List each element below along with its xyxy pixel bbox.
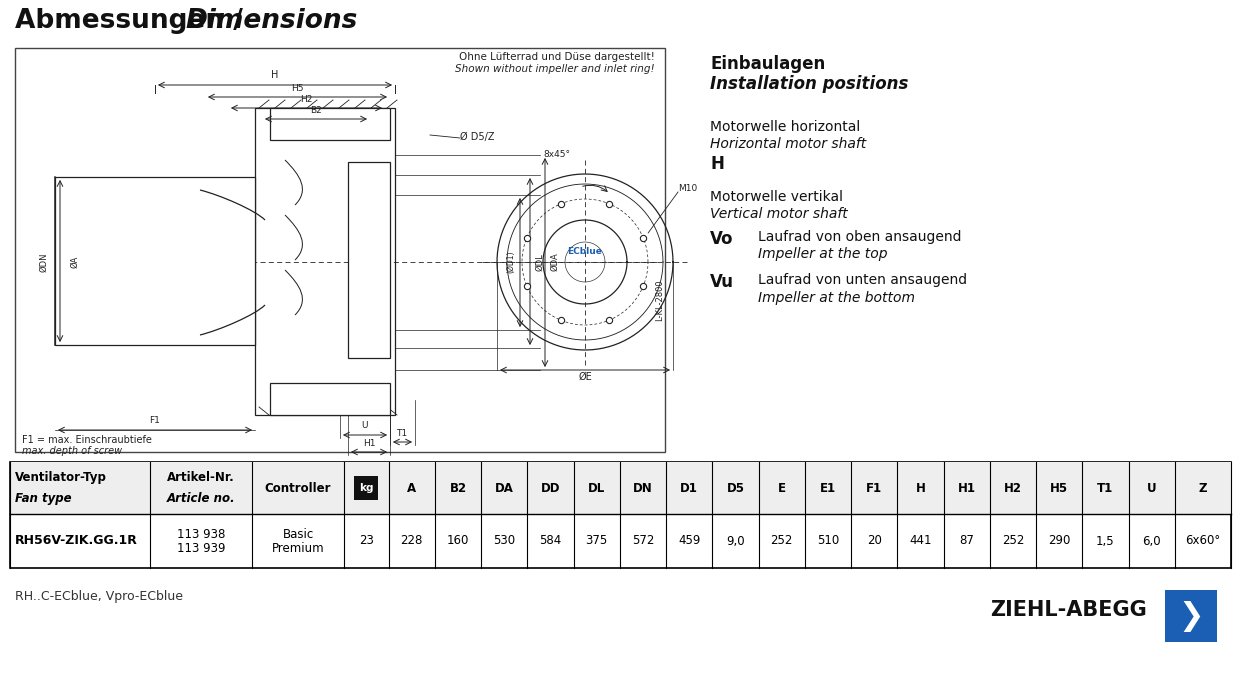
- Text: ØDL: ØDL: [535, 253, 544, 271]
- Bar: [15, 48, 665, 452]
- Text: ØE: ØE: [578, 372, 592, 382]
- Text: Motorwelle vertikal: Motorwelle vertikal: [710, 190, 843, 204]
- Text: Vertical motor shaft: Vertical motor shaft: [710, 207, 848, 221]
- Bar: [271, 383, 390, 415]
- Text: RH..C-ECblue, Vpro-ECblue: RH..C-ECblue, Vpro-ECblue: [15, 590, 182, 603]
- Text: Basic: Basic: [283, 528, 314, 541]
- Text: 441: 441: [910, 534, 932, 547]
- Text: H2: H2: [1004, 481, 1021, 495]
- Bar: [271, 108, 390, 140]
- Text: 252: 252: [1001, 534, 1024, 547]
- Text: H: H: [710, 155, 724, 173]
- Text: 8x45°: 8x45°: [544, 150, 570, 159]
- Text: Vo: Vo: [710, 230, 733, 248]
- Text: 375: 375: [586, 534, 608, 547]
- Text: E: E: [778, 481, 786, 495]
- Text: H5: H5: [290, 84, 303, 93]
- Text: H: H: [916, 481, 926, 495]
- Text: DN: DN: [633, 481, 653, 495]
- Text: 113 938: 113 938: [177, 528, 226, 541]
- Text: ØDN: ØDN: [38, 252, 48, 272]
- Text: 160: 160: [447, 534, 469, 547]
- Text: 459: 459: [678, 534, 700, 547]
- Text: 87: 87: [959, 534, 974, 547]
- Text: H1: H1: [958, 481, 975, 495]
- Text: 228: 228: [401, 534, 423, 547]
- Text: 6x60°: 6x60°: [1185, 534, 1220, 547]
- Text: Dimensions: Dimensions: [185, 8, 357, 34]
- Text: A: A: [407, 481, 416, 495]
- Text: F1 = max. Einschraubtiefe: F1 = max. Einschraubtiefe: [22, 435, 151, 445]
- Text: 584: 584: [540, 534, 562, 547]
- Text: Article no.: Article no.: [166, 492, 236, 505]
- Text: Artikel-Nr.: Artikel-Nr.: [168, 471, 235, 484]
- Text: D1: D1: [680, 481, 699, 495]
- Text: Impeller at the top: Impeller at the top: [758, 247, 887, 261]
- Text: Ø D5/Z: Ø D5/Z: [460, 132, 494, 142]
- Text: kg: kg: [359, 483, 374, 493]
- Text: 20: 20: [866, 534, 881, 547]
- Text: Ventilator-Typ: Ventilator-Typ: [15, 471, 107, 484]
- Bar: [347, 162, 390, 358]
- Text: M10: M10: [678, 184, 697, 193]
- Text: Installation positions: Installation positions: [710, 75, 908, 93]
- Text: Motorwelle horizontal: Motorwelle horizontal: [710, 120, 860, 134]
- Text: Laufrad von oben ansaugend: Laufrad von oben ansaugend: [758, 230, 962, 244]
- Text: 113 939: 113 939: [177, 541, 226, 555]
- Text: Vu: Vu: [710, 273, 733, 291]
- Text: Shown without impeller and inlet ring!: Shown without impeller and inlet ring!: [455, 64, 655, 74]
- Text: B2: B2: [449, 481, 467, 495]
- Text: H2: H2: [300, 95, 313, 104]
- Text: DD: DD: [541, 481, 560, 495]
- Text: ZIEHL-ABEGG: ZIEHL-ABEGG: [990, 600, 1147, 620]
- Bar: [55, 177, 254, 345]
- Text: 290: 290: [1047, 534, 1070, 547]
- Text: ECblue: ECblue: [567, 247, 602, 257]
- Text: F1: F1: [866, 481, 882, 495]
- Text: T1: T1: [1097, 481, 1113, 495]
- Text: H: H: [272, 70, 279, 80]
- Text: ❯: ❯: [1178, 601, 1204, 632]
- Text: (ØD1): (ØD1): [506, 251, 515, 273]
- Text: Abmessungen /: Abmessungen /: [15, 8, 252, 34]
- Text: Horizontal motor shaft: Horizontal motor shaft: [710, 137, 866, 151]
- Bar: [354, 476, 379, 500]
- Text: Ohne Lüfterrad und Düse dargestellt!: Ohne Lüfterrad und Düse dargestellt!: [459, 52, 655, 62]
- Text: 572: 572: [632, 534, 654, 547]
- Text: E1: E1: [820, 481, 836, 495]
- Text: 530: 530: [493, 534, 515, 547]
- Text: 1,5: 1,5: [1096, 534, 1114, 547]
- Text: F1: F1: [150, 416, 160, 425]
- Text: L-KL-2800: L-KL-2800: [655, 279, 664, 321]
- Text: Z: Z: [1199, 481, 1207, 495]
- Text: Laufrad von unten ansaugend: Laufrad von unten ansaugend: [758, 273, 967, 287]
- Text: 23: 23: [359, 534, 374, 547]
- Text: max. depth of screw: max. depth of screw: [22, 446, 122, 456]
- Text: U: U: [361, 421, 369, 430]
- Text: ØA: ØA: [69, 256, 79, 268]
- Bar: [10, 462, 1231, 568]
- Text: Controller: Controller: [264, 481, 331, 495]
- Bar: [254, 108, 395, 415]
- Text: H5: H5: [1050, 481, 1069, 495]
- Text: 510: 510: [817, 534, 839, 547]
- Text: Einbaulagen: Einbaulagen: [710, 55, 825, 73]
- Text: B2: B2: [310, 106, 321, 115]
- Text: Fan type: Fan type: [15, 492, 72, 505]
- Bar: [1165, 590, 1217, 642]
- Text: Premium: Premium: [272, 541, 324, 555]
- Text: D5: D5: [726, 481, 745, 495]
- Text: 9,0: 9,0: [726, 534, 745, 547]
- Text: 252: 252: [771, 534, 793, 547]
- Bar: [10, 462, 1231, 514]
- Text: DL: DL: [588, 481, 606, 495]
- Text: DA: DA: [495, 481, 514, 495]
- Text: H1: H1: [362, 439, 375, 448]
- Text: T1: T1: [396, 429, 407, 438]
- Text: RH56V-ZIK.GG.1R: RH56V-ZIK.GG.1R: [15, 534, 138, 547]
- Text: ØDA: ØDA: [550, 253, 558, 272]
- Text: Impeller at the bottom: Impeller at the bottom: [758, 291, 915, 305]
- Text: U: U: [1147, 481, 1157, 495]
- Text: 6,0: 6,0: [1142, 534, 1160, 547]
